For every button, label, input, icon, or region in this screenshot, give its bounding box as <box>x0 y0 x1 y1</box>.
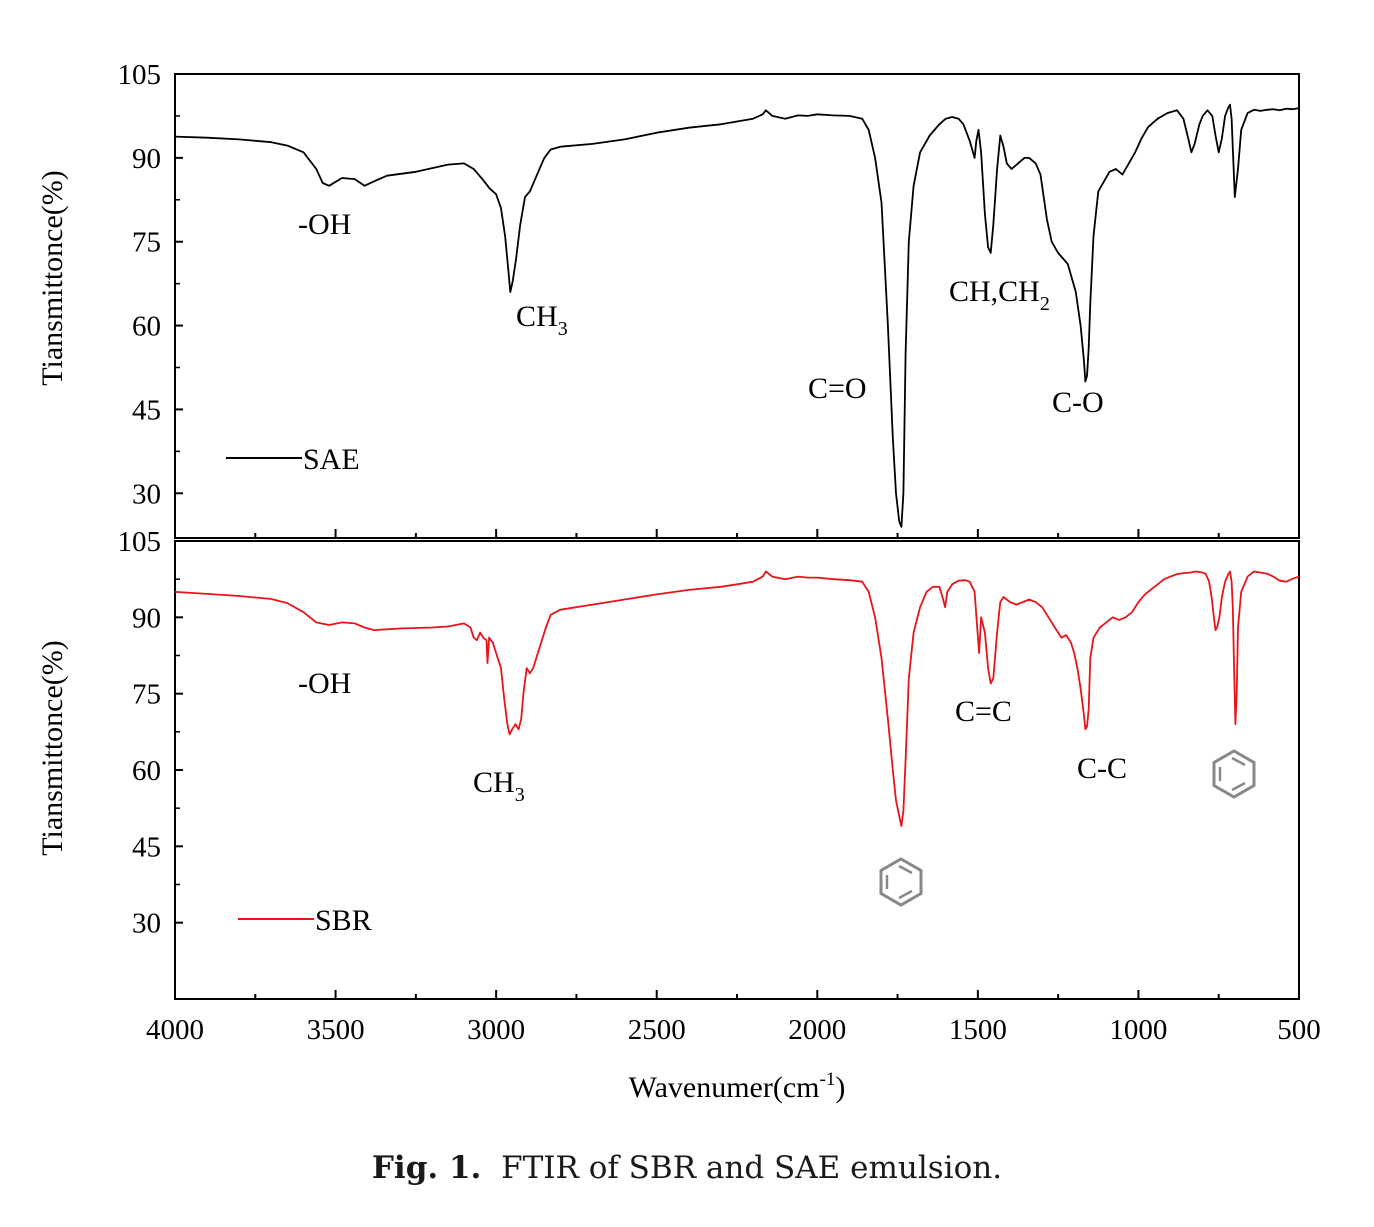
legend-label-sae: SAE <box>303 443 360 476</box>
y-tick-label: 105 <box>118 59 162 91</box>
axis-ticks: 30 45 60 75 90 105 30 45 60 75 90 105 4000 3500 3000 25… <box>118 59 1321 1046</box>
x-tick-label: 500 <box>1277 1014 1321 1046</box>
annotation-oh-top: -OH <box>298 208 351 241</box>
annotation-c-o: C-O <box>1052 386 1104 419</box>
y-tick-label: 45 <box>132 394 161 426</box>
series-lines <box>174 103 1300 827</box>
y-tick-label: 105 <box>118 526 162 558</box>
annotation-ch-ch2: CH,CH2 <box>949 275 1050 315</box>
y-tick-label: 75 <box>132 227 161 259</box>
x-tick-label: 2000 <box>788 1014 846 1046</box>
y-tick-label: 30 <box>132 908 161 940</box>
caption-text: FTIR of SBR and SAE emulsion. <box>501 1150 1003 1186</box>
annotation-c-c-double: C=C <box>955 695 1012 728</box>
x-tick-label: 3000 <box>467 1014 525 1046</box>
legend-label-sbr: SBR <box>315 904 372 937</box>
y-tick-label: 45 <box>132 831 161 863</box>
y-tick-label: 60 <box>132 755 161 787</box>
y-tick-label: 90 <box>132 602 161 634</box>
x-tick-label: 4000 <box>146 1014 204 1046</box>
annotation-ch3-top: CH3 <box>516 300 568 340</box>
series-line-sbr <box>174 570 1300 827</box>
series-line-sae <box>174 103 1300 528</box>
x-axis-label: Wavenumer(cm-1) <box>629 1069 846 1104</box>
y-tick-label: 60 <box>132 311 161 343</box>
y-tick-label: 30 <box>132 478 161 510</box>
annotation-oh-bottom: -OH <box>298 667 351 700</box>
top-y-axis-label: Tiansmittonce(%) <box>36 170 69 386</box>
annotation-ch3-bottom: CH3 <box>473 766 525 806</box>
annotation-co-double: C=O <box>808 372 867 405</box>
x-tick-label: 2500 <box>628 1014 686 1046</box>
x-tick-label: 3500 <box>307 1014 365 1046</box>
x-tick-label: 1500 <box>949 1014 1007 1046</box>
y-tick-label: 90 <box>132 143 161 175</box>
x-tick-label: 1000 <box>1109 1014 1167 1046</box>
figure-caption: Fig. 1. FTIR of SBR and SAE emulsion. <box>0 1150 1374 1186</box>
y-tick-label: 75 <box>132 679 161 711</box>
benzene-ring-icon <box>879 857 923 907</box>
caption-label: Fig. 1. <box>371 1150 482 1186</box>
bottom-y-axis-label: Tiansmittonce(%) <box>36 640 69 856</box>
annotation-c-c: C-C <box>1077 752 1127 785</box>
benzene-ring-icon <box>1212 749 1256 799</box>
